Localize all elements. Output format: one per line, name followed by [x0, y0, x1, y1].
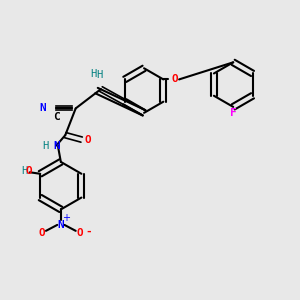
Text: H: H [96, 70, 103, 80]
Text: -: - [87, 226, 92, 236]
Text: O: O [38, 228, 45, 238]
Text: O: O [77, 228, 83, 238]
Text: F: F [230, 108, 237, 118]
Text: H: H [90, 69, 97, 79]
Text: N: N [58, 220, 64, 230]
Text: C: C [54, 112, 60, 122]
Text: O: O [25, 166, 32, 176]
Text: N: N [53, 140, 60, 151]
Text: H: H [43, 140, 49, 151]
Text: N: N [39, 103, 46, 113]
Text: O: O [85, 135, 92, 145]
Text: O: O [172, 74, 178, 84]
Text: H: H [22, 166, 28, 176]
Text: +: + [62, 213, 70, 224]
